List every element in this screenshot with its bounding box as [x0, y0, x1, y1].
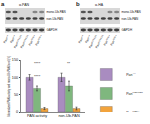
svg-text:50: 50: [14, 93, 18, 97]
svg-text:Pan​K2R/K2R​: Pan​K2R/K2R​: [126, 91, 143, 95]
svg-text:0: 0: [16, 110, 18, 114]
svg-text:100: 100: [12, 76, 18, 80]
svg-text:GAPDH: GAPDH: [122, 28, 133, 32]
svg-text:α-PAN: α-PAN: [19, 3, 30, 7]
svg-text:PanK2R/+: PanK2R/+: [109, 34, 119, 47]
svg-text:α-HA: α-HA: [95, 3, 104, 7]
svg-text:GAPDH: GAPDH: [47, 28, 58, 32]
svg-text:mono-Ub-PAN: mono-Ub-PAN: [47, 10, 66, 14]
svg-text:Pan​K2R/+​: Pan​K2R/+​: [126, 110, 140, 112]
svg-text:non-Ub-PAN: non-Ub-PAN: [122, 17, 139, 21]
svg-text:**: **: [67, 61, 71, 66]
svg-text:non-Ub-PAN: non-Ub-PAN: [58, 114, 80, 118]
svg-text:PAN activity: PAN activity: [27, 114, 47, 118]
svg-text:b: b: [76, 1, 80, 7]
svg-text:150: 150: [12, 58, 18, 62]
svg-text:****: ****: [34, 74, 41, 79]
svg-text:non-Ub-PAN: non-Ub-PAN: [47, 17, 64, 21]
svg-text:PanK2R/+: PanK2R/+: [34, 34, 44, 47]
svg-text:a: a: [1, 1, 5, 7]
svg-text:mono-Ub-PAN: mono-Ub-PAN: [122, 10, 141, 14]
svg-text:Pan​+/+​: Pan​+/+​: [126, 72, 136, 76]
svg-text:Normalized PAN activity and mo: Normalized PAN activity and mono-Ub-PAN …: [7, 56, 11, 116]
svg-text:****: ****: [34, 61, 41, 66]
